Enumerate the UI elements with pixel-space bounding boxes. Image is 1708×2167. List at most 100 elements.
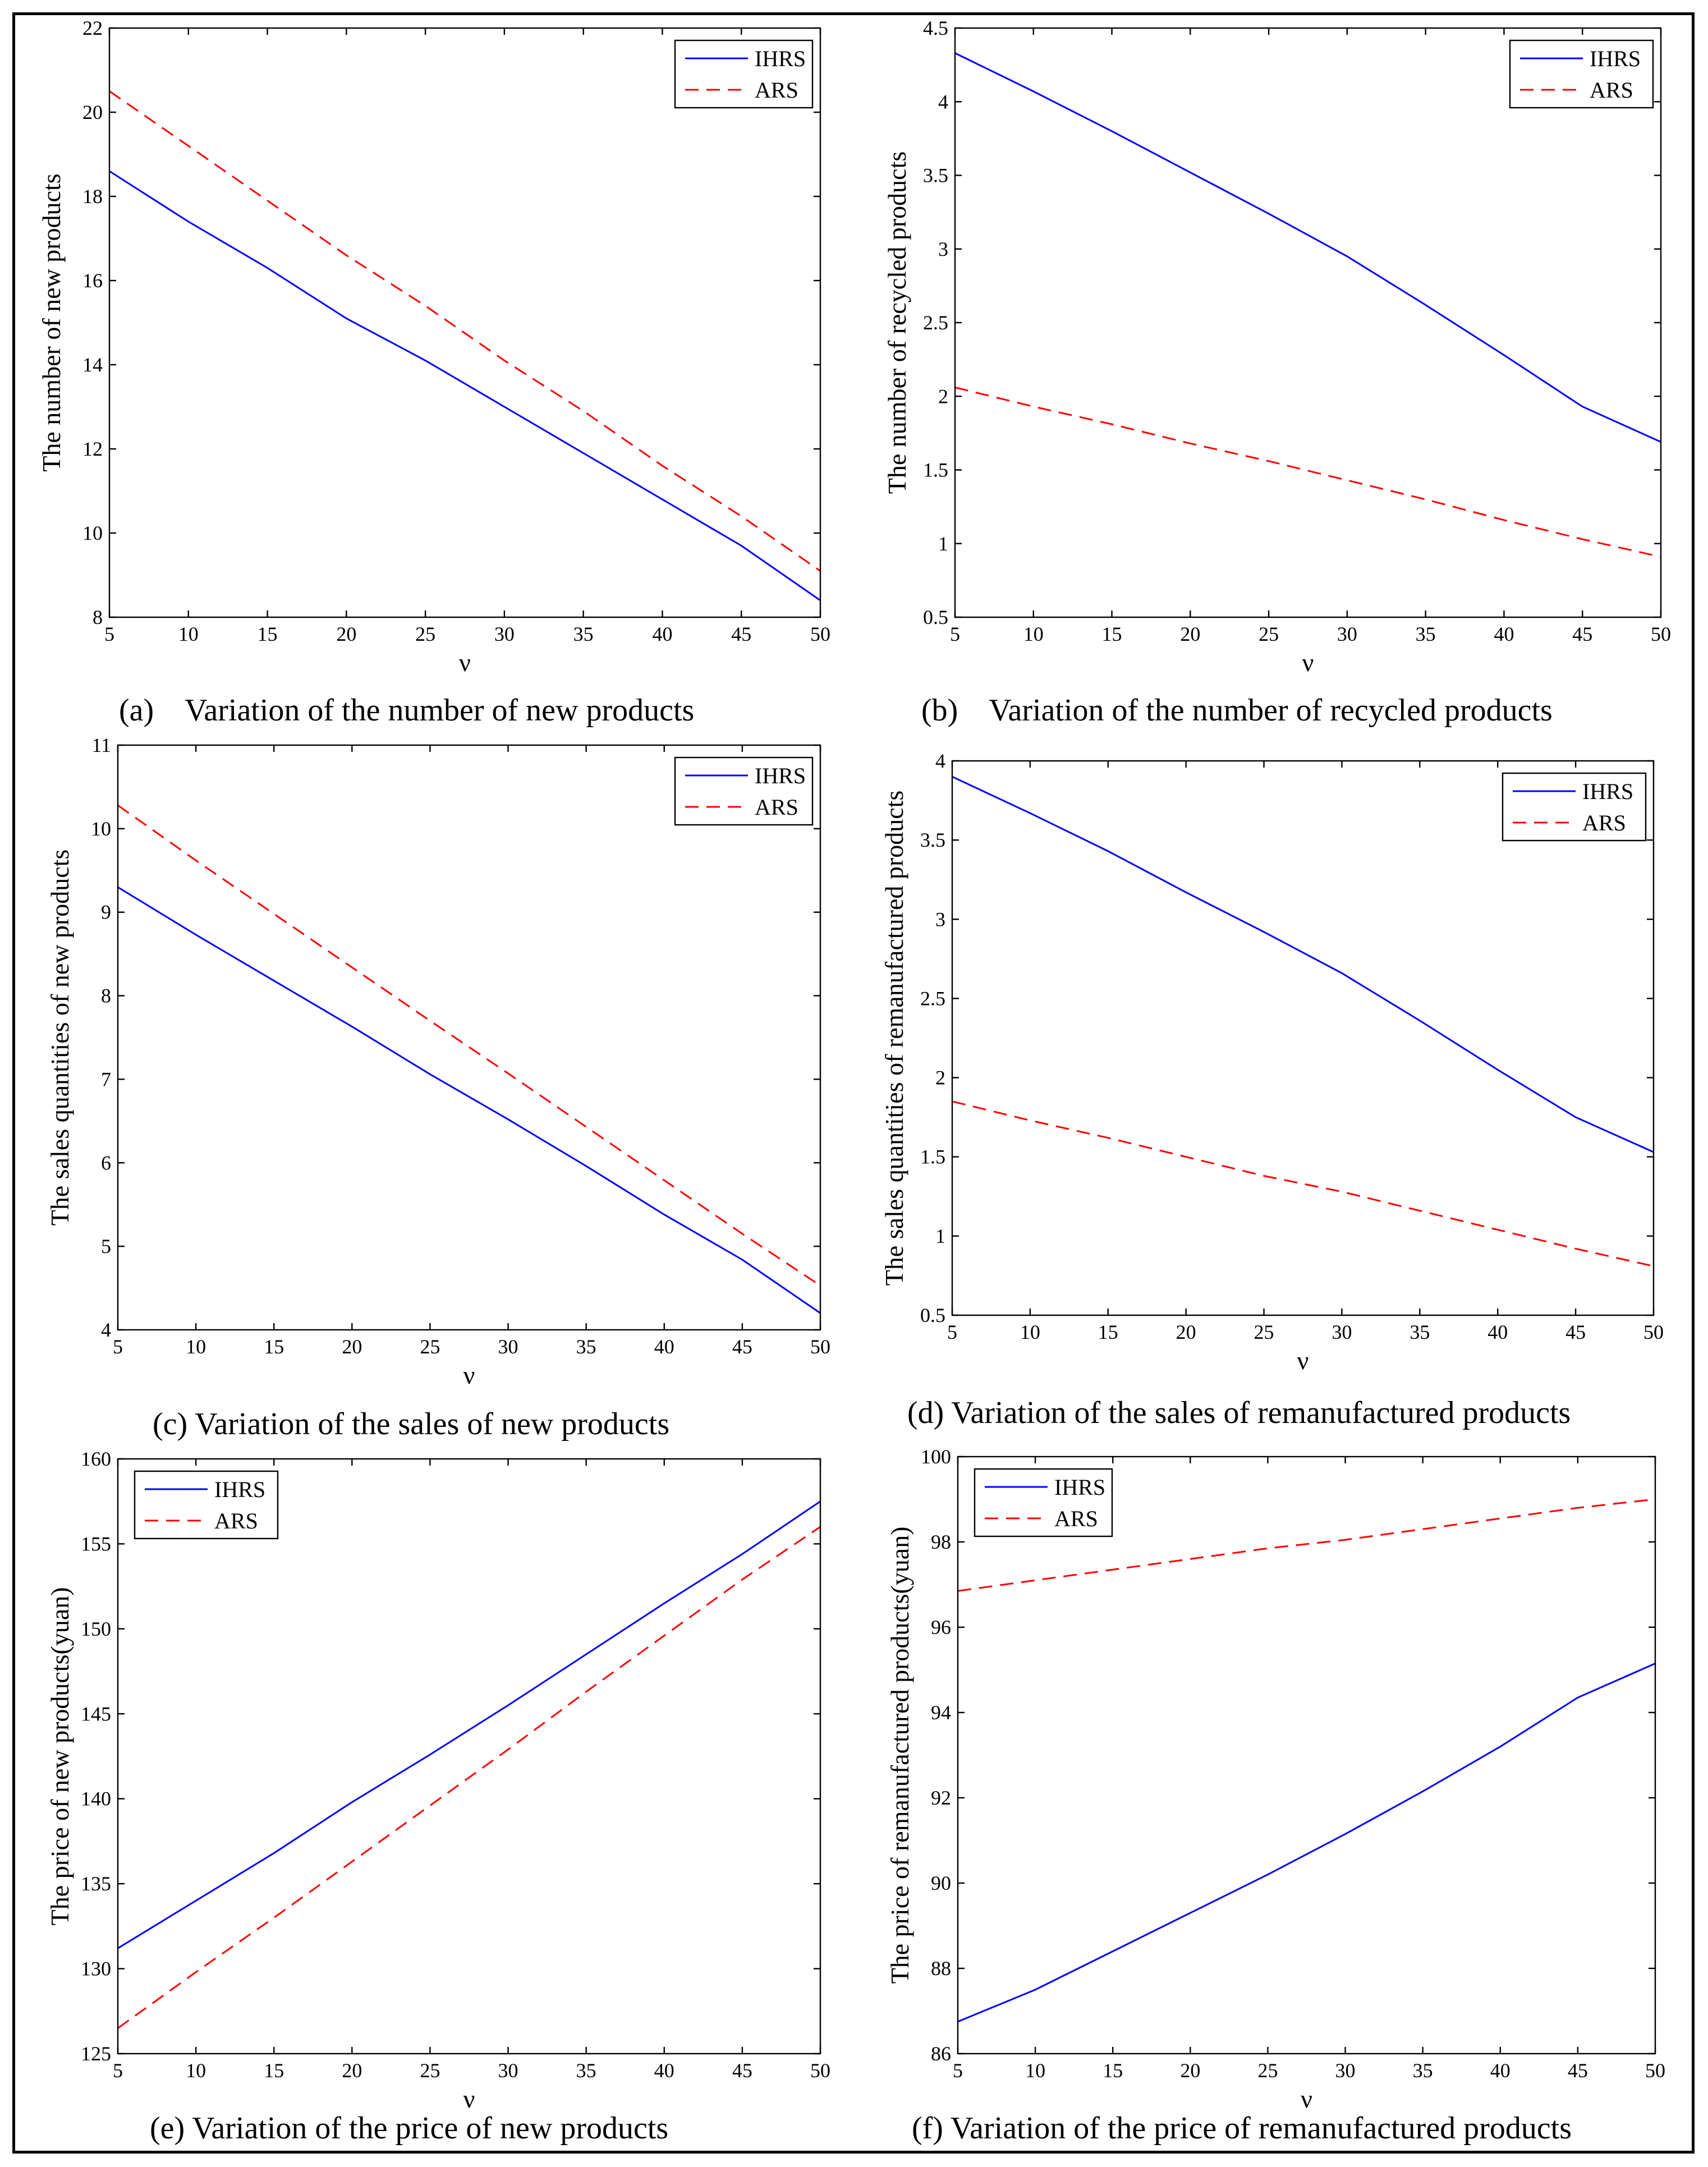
- y-tick-label-e: 145: [81, 1702, 111, 1725]
- plot-area-a: [108, 27, 821, 618]
- x-tick-label-d: 45: [1565, 1321, 1586, 1343]
- y-tick-label-c: 7: [101, 1068, 111, 1090]
- y-tick-label-e: 140: [81, 1788, 111, 1810]
- x-tick-label-e: 15: [264, 2059, 284, 2082]
- y-tick-label-f: 92: [931, 1787, 951, 1809]
- y-tick-label-b: 2: [938, 385, 948, 407]
- y-tick-label-e: 155: [81, 1532, 111, 1555]
- y-tick-label-a: 22: [82, 17, 103, 39]
- x-tick-label-e: 35: [576, 2059, 596, 2082]
- plot-area-b: [954, 27, 1662, 618]
- x-axis-label-c: ν: [463, 1361, 475, 1389]
- legend-label-ihrs-e: IHRS: [214, 1477, 265, 1502]
- y-tick-label-b: 1.5: [923, 459, 948, 481]
- x-tick-label-e: 50: [810, 2059, 830, 2082]
- y-tick-label-f: 98: [931, 1531, 951, 1553]
- chart-panel-e: 5 10 15 20 25 30 35 40 45 50 125 130 135 140 145 150 155…: [45, 1448, 830, 2113]
- legend-d: IHRS ARS: [1502, 772, 1647, 842]
- x-tick-label-c: 40: [654, 1335, 674, 1358]
- y-tick-label-d: 3.5: [920, 829, 945, 851]
- x-tick-label-f: 35: [1413, 2059, 1433, 2082]
- x-tick-label-b: 15: [1102, 623, 1122, 645]
- legend-a: IHRS ARS: [674, 39, 814, 109]
- x-tick-label-b: 45: [1572, 623, 1592, 645]
- y-axis-label-d: The sales quantities of remanufactured p…: [880, 791, 908, 1286]
- y-tick-label-b: 2.5: [923, 311, 948, 334]
- x-tick-label-c: 25: [420, 1335, 440, 1358]
- series-ars-line-d: [952, 1100, 1654, 1267]
- y-tick-label-d: 2.5: [920, 987, 945, 1009]
- y-tick-label-e: 135: [81, 1872, 111, 1895]
- y-tick-label-e: 150: [81, 1618, 111, 1640]
- legend-label-ars-c: ARS: [755, 795, 798, 820]
- y-tick-label-a: 16: [82, 269, 103, 292]
- x-tick-label-a: 25: [415, 623, 435, 645]
- y-tick-label-d: 4: [935, 750, 945, 772]
- y-tick-label-c: 8: [101, 985, 111, 1007]
- x-tick-label-b: 25: [1259, 623, 1279, 645]
- x-tick-label-a: 15: [258, 623, 278, 645]
- x-tick-label-e: 40: [654, 2059, 674, 2082]
- legend-label-ars-d: ARS: [1582, 810, 1626, 835]
- legend-box-b: [1509, 39, 1654, 109]
- y-tick-label-e: 130: [81, 1958, 111, 1980]
- x-tick-label-a: 40: [652, 623, 672, 645]
- x-tick-label-d: 10: [1020, 1321, 1040, 1343]
- legend-box-d: [1502, 772, 1647, 842]
- x-axis-label-d: ν: [1297, 1346, 1309, 1375]
- plot-area-f: [957, 1456, 1656, 2055]
- x-tick-label-d: 15: [1098, 1321, 1118, 1343]
- series-ars-line-f: [957, 1498, 1656, 1592]
- x-tick-label-d: 25: [1254, 1321, 1274, 1343]
- series-ihrs-line-c: [117, 886, 821, 1314]
- y-tick-label-a: 14: [82, 353, 103, 376]
- figure-frame: [12, 12, 1695, 2154]
- y-tick-label-b: 4: [938, 90, 948, 113]
- y-tick-label-d: 2: [935, 1067, 945, 1089]
- series-ihrs-line-d: [952, 775, 1654, 1153]
- x-tick-label-a: 10: [178, 623, 199, 645]
- y-tick-label-c: 4: [101, 1319, 111, 1341]
- series-ars-line-e: [117, 1526, 821, 2029]
- y-tick-label-b: 3.5: [923, 164, 948, 187]
- series-ihrs-line-e: [117, 1500, 821, 1949]
- y-tick-label-f: 90: [931, 1872, 951, 1894]
- caption-a: (a) Variation of the number of new produ…: [119, 693, 695, 728]
- x-tick-label-c: 50: [810, 1335, 830, 1358]
- x-tick-label-d: 40: [1487, 1321, 1508, 1343]
- legend-box-f: [974, 1468, 1113, 1537]
- legend-label-ars-b: ARS: [1590, 77, 1633, 103]
- y-axis-label-b: The number of recycled products: [883, 151, 911, 494]
- y-tick-label-d: 1.5: [920, 1146, 945, 1168]
- caption-d: (d) Variation of the sales of remanufact…: [907, 1395, 1571, 1430]
- x-axis-label-e: ν: [463, 2085, 475, 2113]
- y-tick-label-c: 11: [91, 734, 111, 756]
- y-axis-label-c: The sales quantities of new products: [45, 850, 74, 1226]
- y-tick-label-d: 3: [935, 908, 945, 930]
- y-tick-label-f: 100: [921, 1445, 951, 1468]
- y-tick-label-b: 1: [938, 532, 948, 555]
- y-tick-label-a: 20: [82, 101, 103, 123]
- x-tick-label-a: 50: [810, 623, 830, 645]
- x-tick-label-d: 5: [947, 1321, 957, 1343]
- x-tick-label-a: 35: [573, 623, 594, 645]
- y-tick-label-c: 5: [101, 1235, 111, 1257]
- series-ihrs-line-f: [957, 1663, 1656, 2023]
- x-tick-label-f: 25: [1257, 2059, 1278, 2082]
- y-tick-label-f: 86: [931, 2042, 951, 2065]
- x-tick-label-d: 30: [1331, 1321, 1352, 1343]
- x-tick-label-c: 30: [498, 1335, 518, 1358]
- x-tick-label-b: 10: [1023, 623, 1044, 645]
- y-axis-label-a: The number of new products: [37, 173, 66, 471]
- y-tick-label-b: 3: [938, 238, 948, 260]
- legend-f: IHRS ARS: [974, 1468, 1113, 1537]
- legend-box-a: [674, 39, 814, 109]
- x-axis-label-a: ν: [459, 648, 471, 677]
- x-tick-label-a: 45: [731, 623, 751, 645]
- x-tick-label-f: 15: [1103, 2059, 1123, 2082]
- x-tick-label-d: 50: [1643, 1321, 1664, 1343]
- legend-label-ars-e: ARS: [214, 1508, 258, 1534]
- x-tick-label-b: 5: [950, 623, 960, 645]
- y-tick-label-a: 8: [93, 606, 103, 628]
- x-tick-label-f: 5: [953, 2059, 963, 2082]
